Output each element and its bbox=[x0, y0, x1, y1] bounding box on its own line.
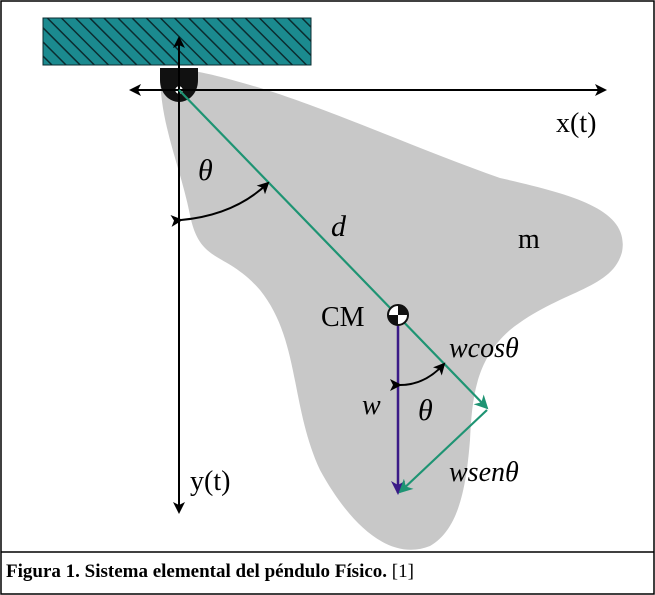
ceiling-support bbox=[42, 17, 312, 66]
cm-label: CM bbox=[321, 302, 365, 333]
center-of-mass-symbol bbox=[387, 304, 409, 326]
figure-caption: Figura 1. Sistema elemental del péndulo … bbox=[6, 561, 414, 583]
caption-reference: [1] bbox=[387, 561, 414, 582]
x-axis-label: x(t) bbox=[556, 108, 596, 139]
wcos-label: wcosθ bbox=[449, 333, 519, 364]
sine-component bbox=[398, 409, 488, 494]
arm-line bbox=[178, 89, 489, 410]
wsen-label: wsenθ bbox=[449, 457, 519, 488]
theta-top-label: θ bbox=[198, 154, 213, 187]
weight-label: w bbox=[362, 390, 381, 421]
mass-label: m bbox=[518, 224, 540, 255]
distance-label: d bbox=[331, 210, 347, 243]
y-axis-label: y(t) bbox=[190, 466, 230, 497]
theta-bottom-label: θ bbox=[418, 394, 433, 427]
angle-arc-bottom bbox=[389, 362, 446, 392]
angle-arc-top bbox=[170, 181, 270, 227]
caption-title: Figura 1. Sistema elemental del péndulo … bbox=[6, 561, 388, 582]
